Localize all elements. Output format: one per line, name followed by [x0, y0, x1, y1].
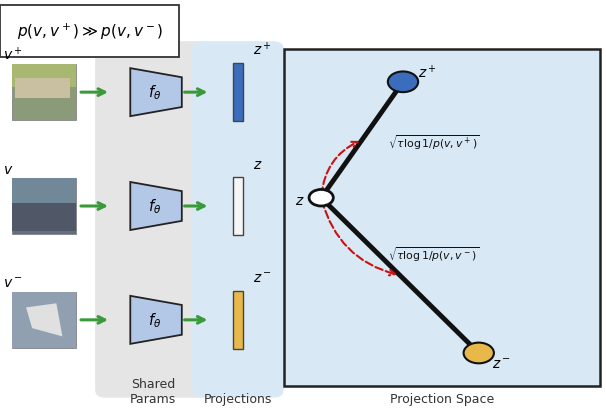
Bar	[233, 291, 244, 349]
Bar	[12, 178, 76, 235]
Text: Projection Space: Projection Space	[390, 392, 494, 405]
Circle shape	[309, 190, 333, 206]
Text: $\sqrt{\tau\log 1/p(v,v^-)}$: $\sqrt{\tau\log 1/p(v,v^-)}$	[388, 244, 479, 263]
FancyArrowPatch shape	[321, 142, 358, 195]
Text: $z^+$: $z^+$	[253, 40, 272, 58]
Bar	[12, 178, 76, 204]
Text: $z^-$: $z^-$	[492, 356, 511, 370]
Bar	[12, 65, 76, 121]
Bar	[233, 64, 244, 122]
Text: $z^-$: $z^-$	[253, 271, 272, 285]
Bar	[12, 65, 76, 88]
FancyBboxPatch shape	[95, 42, 211, 398]
Bar	[12, 204, 76, 232]
FancyBboxPatch shape	[0, 6, 179, 58]
Bar	[284, 50, 600, 386]
Polygon shape	[130, 183, 182, 230]
Circle shape	[388, 72, 418, 93]
Text: $\sqrt{\tau\log 1/p(v,v^+)}$: $\sqrt{\tau\log 1/p(v,v^+)}$	[388, 133, 479, 152]
FancyBboxPatch shape	[192, 42, 284, 398]
Text: $f_{\theta}$: $f_{\theta}$	[148, 197, 161, 216]
Text: $v^-$: $v^-$	[3, 276, 23, 290]
Polygon shape	[130, 69, 182, 117]
Bar	[12, 292, 76, 348]
Text: $z$: $z$	[295, 193, 304, 207]
Text: $f_{\theta}$: $f_{\theta}$	[148, 83, 161, 102]
Text: $f_{\theta}$: $f_{\theta}$	[148, 311, 161, 330]
Text: Shared
Params: Shared Params	[130, 377, 176, 405]
Bar	[12, 292, 76, 348]
Text: $v$: $v$	[3, 163, 13, 177]
Circle shape	[464, 343, 494, 363]
Text: $p(v,v^+) \gg p(v,v^-)$: $p(v,v^+) \gg p(v,v^-)$	[16, 21, 163, 42]
Text: Projections: Projections	[204, 392, 272, 405]
Polygon shape	[26, 304, 62, 337]
Text: $z^+$: $z^+$	[418, 64, 437, 81]
Text: $v^+$: $v^+$	[3, 46, 23, 63]
Bar	[16, 79, 70, 98]
Text: $z$: $z$	[253, 157, 263, 171]
Bar	[233, 178, 244, 235]
Polygon shape	[130, 296, 182, 344]
FancyArrowPatch shape	[322, 201, 395, 276]
